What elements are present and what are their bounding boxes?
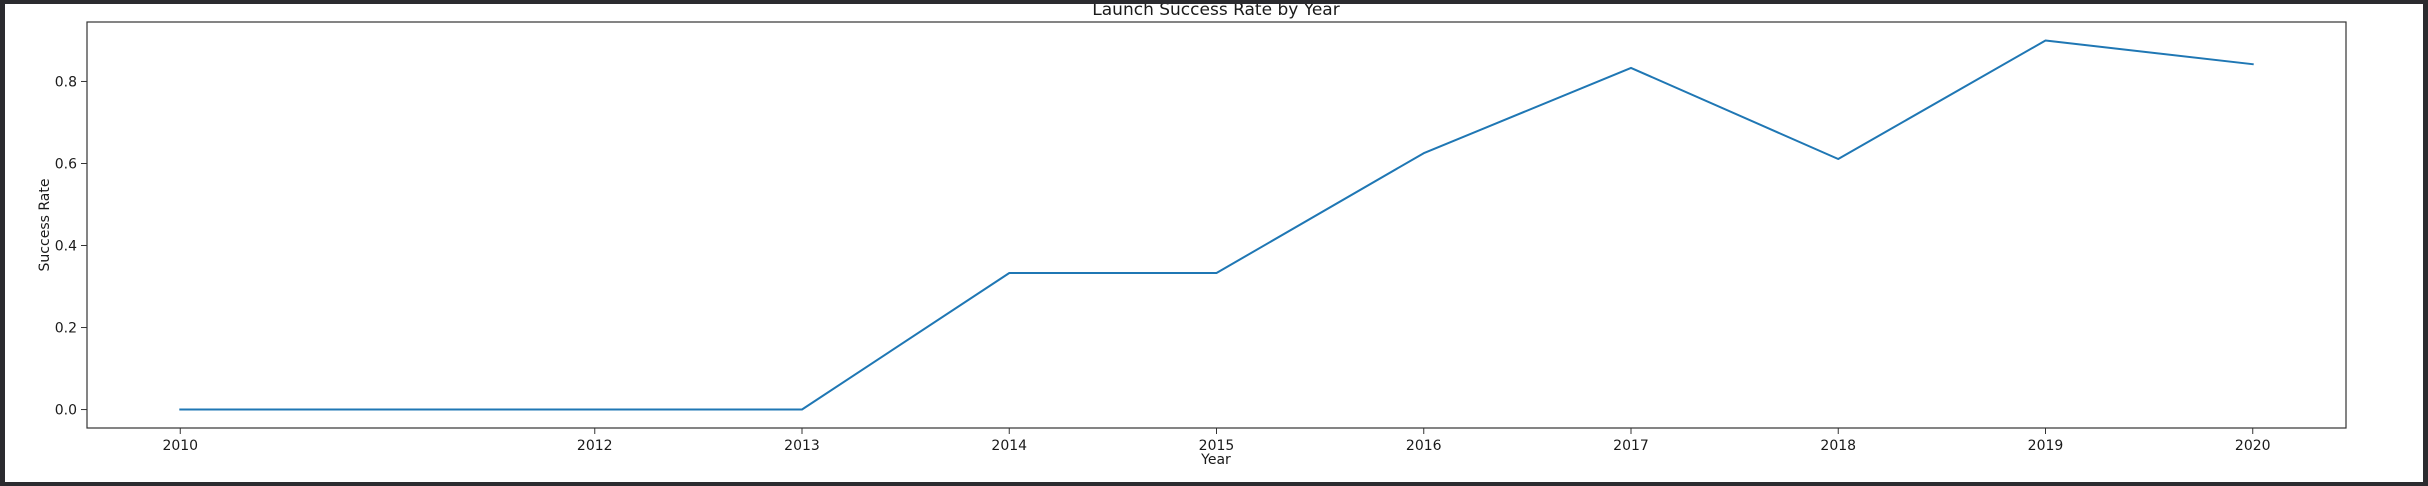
series-layer bbox=[179, 39, 2254, 411]
x-tick-label: 2012 bbox=[577, 438, 613, 454]
x-tick-label: 2015 bbox=[1199, 438, 1235, 454]
series-line bbox=[179, 39, 2254, 411]
plot-area-border bbox=[86, 21, 2347, 429]
y-tick-label: 0.6 bbox=[55, 156, 77, 172]
y-axis-label: Success Rate bbox=[37, 179, 53, 272]
y-tick-label: 0.2 bbox=[55, 321, 77, 337]
y-axis-ticks: 0.0 0.2 0.4 0.6 0.8 bbox=[55, 74, 87, 419]
y-tick-label: 0.4 bbox=[55, 239, 77, 255]
chart-frame: Launch Success Rate by Year 0.0 0.2 0.4 0.6… bbox=[5, 4, 2423, 482]
x-axis-ticks: 2010 2012 2013 2014 2015 2016 2017 2018 2019 2020 bbox=[162, 428, 2271, 454]
x-tick-label: 2018 bbox=[1820, 438, 1856, 454]
line-chart: Launch Success Rate by Year 0.0 0.2 0.4 0.6… bbox=[37, 4, 2347, 468]
chart-title: Launch Success Rate by Year bbox=[1092, 4, 1339, 20]
x-tick-label: 2010 bbox=[162, 438, 198, 454]
x-tick-label: 2016 bbox=[1406, 438, 1442, 454]
x-tick-label: 2020 bbox=[2235, 438, 2271, 454]
x-tick-label: 2019 bbox=[2028, 438, 2064, 454]
x-tick-label: 2014 bbox=[991, 438, 1027, 454]
y-tick-label: 0.0 bbox=[55, 403, 77, 419]
x-tick-label: 2013 bbox=[784, 438, 820, 454]
y-tick-label: 0.8 bbox=[55, 74, 77, 90]
x-tick-label: 2017 bbox=[1613, 438, 1649, 454]
x-axis-label: Year bbox=[1200, 452, 1231, 468]
